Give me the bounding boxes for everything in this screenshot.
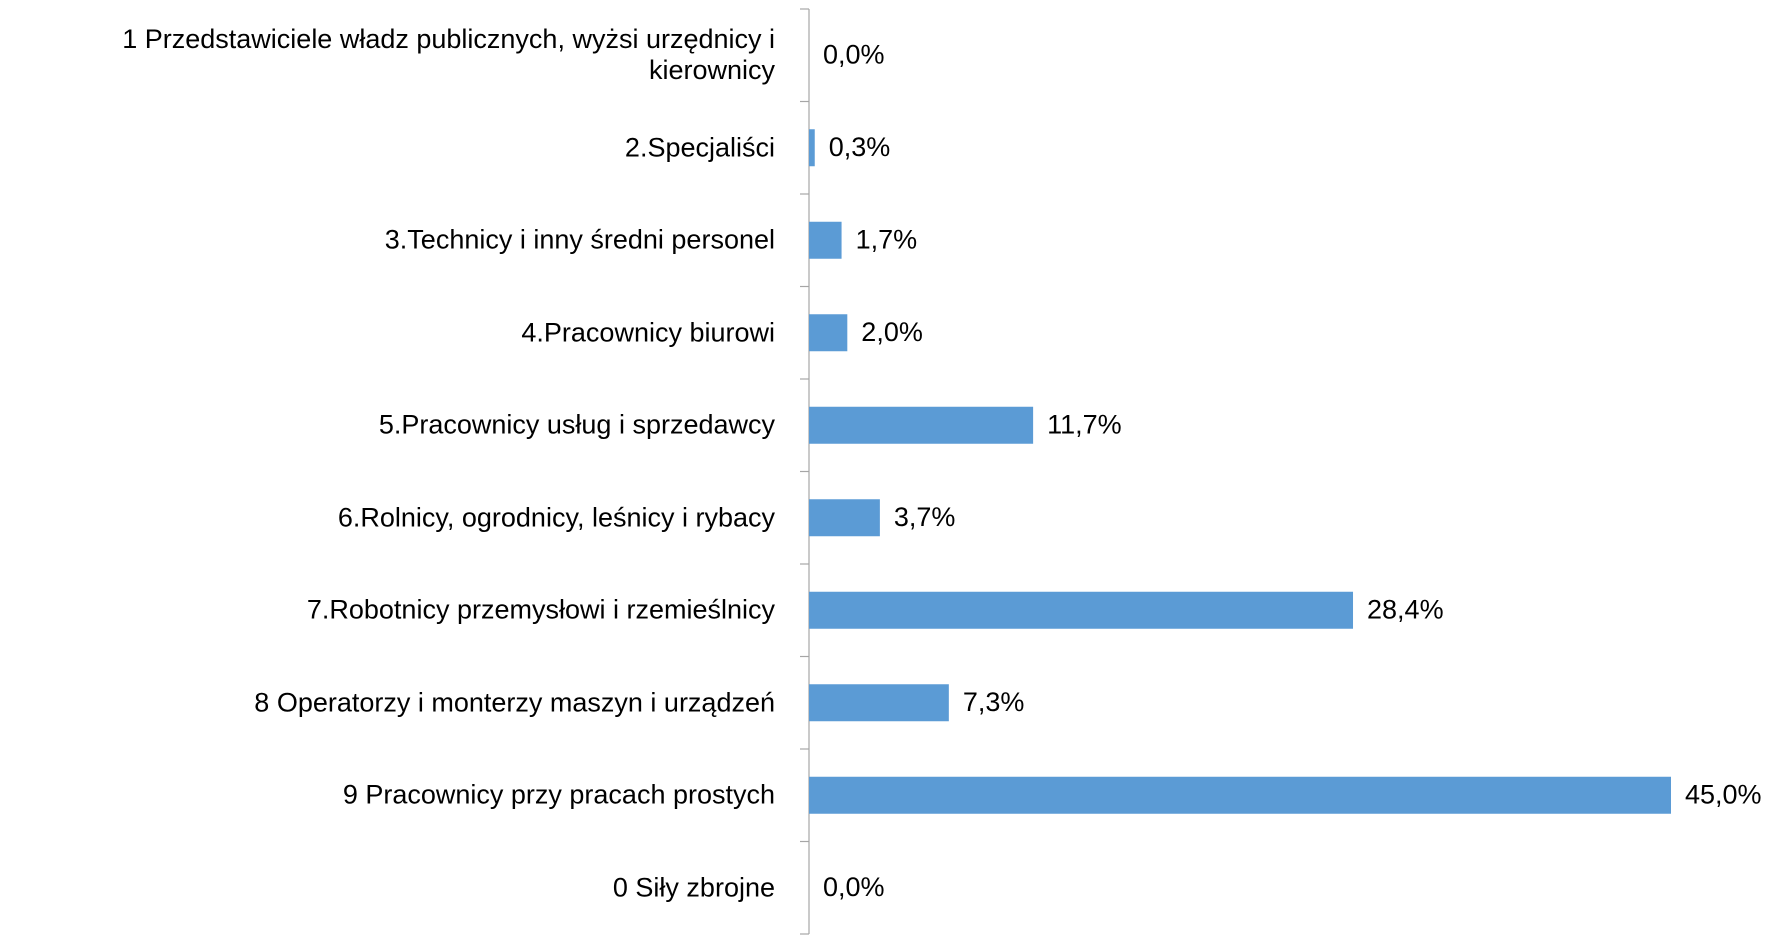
category-label: 0 Siły zbrojne [612,872,775,903]
data-label: 28,4% [1367,594,1444,624]
data-label: 0,0% [823,39,885,69]
bar [809,221,842,259]
category-label: 7.Robotnicy przemysłowi i rzemieślnicy [306,594,775,625]
category-label: 9 Pracownicy przy pracach prostych [342,779,775,810]
bar [809,776,1671,814]
data-label: 7,3% [963,687,1025,717]
data-label: 0,3% [829,132,891,162]
bar [809,406,1034,444]
category-label: 3.Technicy i inny średni personel [384,224,775,255]
category-label: 1 Przedstawiciele władz publicznych, wyż… [122,24,775,86]
category-label: 4.Pracownicy biurowi [521,317,775,348]
category-label: 6.Rolnicy, ogrodnicy, leśnicy i rybacy [337,502,775,533]
bar [809,129,815,167]
data-label: 45,0% [1685,779,1762,809]
category-label: 5.Pracownicy usług i sprzedawcy [378,409,775,440]
data-label: 11,7% [1047,409,1122,439]
data-label: 3,7% [894,502,956,532]
bar [809,499,880,537]
data-label: 1,7% [856,224,918,254]
bar [809,591,1354,629]
category-label: 8 Operatorzy i monterzy maszyn i urządze… [254,687,775,718]
category-label: 2.Specjaliści [624,132,775,163]
bar [809,314,848,352]
data-label: 0,0% [823,872,885,902]
bar [809,684,949,722]
data-label: 2,0% [861,317,923,347]
